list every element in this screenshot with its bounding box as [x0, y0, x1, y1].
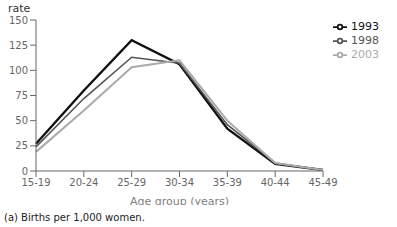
svg-text:25-29: 25-29 [117, 177, 146, 188]
svg-text:40-44: 40-44 [261, 177, 290, 188]
svg-text:0: 0 [22, 166, 28, 177]
svg-text:100: 100 [9, 65, 28, 76]
svg-text:30-34: 30-34 [165, 177, 194, 188]
svg-text:150: 150 [9, 15, 28, 26]
html-text:2003: 2003 [351, 48, 379, 61]
svg-text:75: 75 [15, 90, 28, 101]
svg-text:125: 125 [9, 40, 28, 51]
svg-text:45-49: 45-49 [308, 177, 337, 188]
svg-text:15-19: 15-19 [21, 177, 50, 188]
html-text:1998: 1998 [351, 34, 379, 47]
html-text:1993: 1993 [351, 20, 379, 33]
svg-text:20-24: 20-24 [69, 177, 98, 188]
svg-text:25: 25 [15, 140, 28, 151]
svg-text:Age group (years): Age group (years) [130, 195, 229, 205]
svg-text:50: 50 [15, 115, 28, 126]
svg-text:35-39: 35-39 [213, 177, 242, 188]
html-text:rate: rate [8, 2, 31, 15]
html-text:(a) Births per 1,000 women.: (a) Births per 1,000 women. [4, 212, 145, 223]
